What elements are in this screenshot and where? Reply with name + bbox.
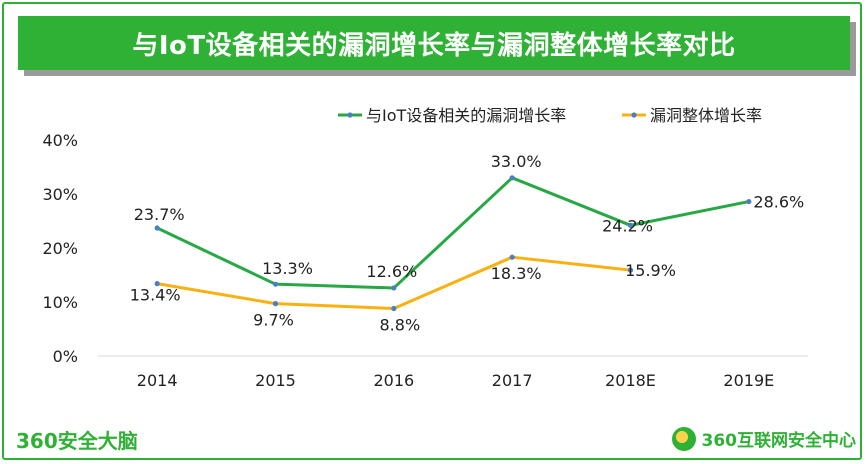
data-label: 33.0% [491, 152, 542, 171]
data-point [391, 285, 397, 291]
legend-label: 与IoT设备相关的漏洞增长率 [366, 106, 566, 125]
x-tick-label: 2014 [137, 371, 178, 390]
y-tick-label: 0% [53, 347, 78, 366]
title-banner: 与IoT设备相关的漏洞增长率与漏洞整体增长率对比 [18, 16, 850, 70]
legend-marker [347, 112, 353, 118]
data-label: 24.2% [602, 216, 653, 235]
brand-360-internet-security-center: 360互联网安全中心 [671, 426, 857, 451]
data-point [627, 222, 634, 228]
x-tick-label: 2015 [255, 371, 296, 390]
360-logo-icon [671, 426, 696, 451]
legend-label: 漏洞整体增长率 [650, 106, 762, 125]
series-line [155, 176, 751, 290]
data-label: 28.6% [753, 193, 804, 212]
data-point [509, 175, 515, 181]
x-tick-label: 2016 [373, 371, 414, 390]
data-label: 8.8% [380, 315, 421, 334]
y-tick-label: 20% [42, 239, 78, 258]
y-tick-label: 10% [42, 293, 78, 312]
data-point [509, 254, 515, 260]
y-tick-label: 40% [42, 131, 78, 150]
x-tick-label: 2018E [605, 371, 656, 390]
data-label: 15.9% [625, 261, 676, 280]
data-point [627, 267, 634, 273]
y-tick-label: 30% [42, 185, 78, 204]
data-label: 9.7% [253, 311, 294, 330]
data-label: 13.4% [130, 286, 181, 305]
data-label: 18.3% [491, 264, 542, 283]
brand-right-text: 360互联网安全中心 [701, 431, 857, 451]
data-point [154, 225, 160, 231]
x-tick-label: 2019E [723, 371, 774, 390]
data-point [272, 281, 279, 287]
data-label: 13.3% [262, 259, 313, 278]
legend-marker [631, 112, 637, 118]
data-point [746, 198, 752, 205]
x-tick-label: 2017 [492, 371, 533, 390]
data-label: 12.6% [366, 262, 417, 281]
data-point [391, 305, 397, 312]
chart-title: 与IoT设备相关的漏洞增长率与漏洞整体增长率对比 [132, 30, 736, 61]
data-point [272, 301, 279, 307]
data-label: 23.7% [134, 205, 185, 224]
data-point [154, 281, 160, 287]
brand-360-security-brain: 360安全大脑 [16, 429, 138, 453]
